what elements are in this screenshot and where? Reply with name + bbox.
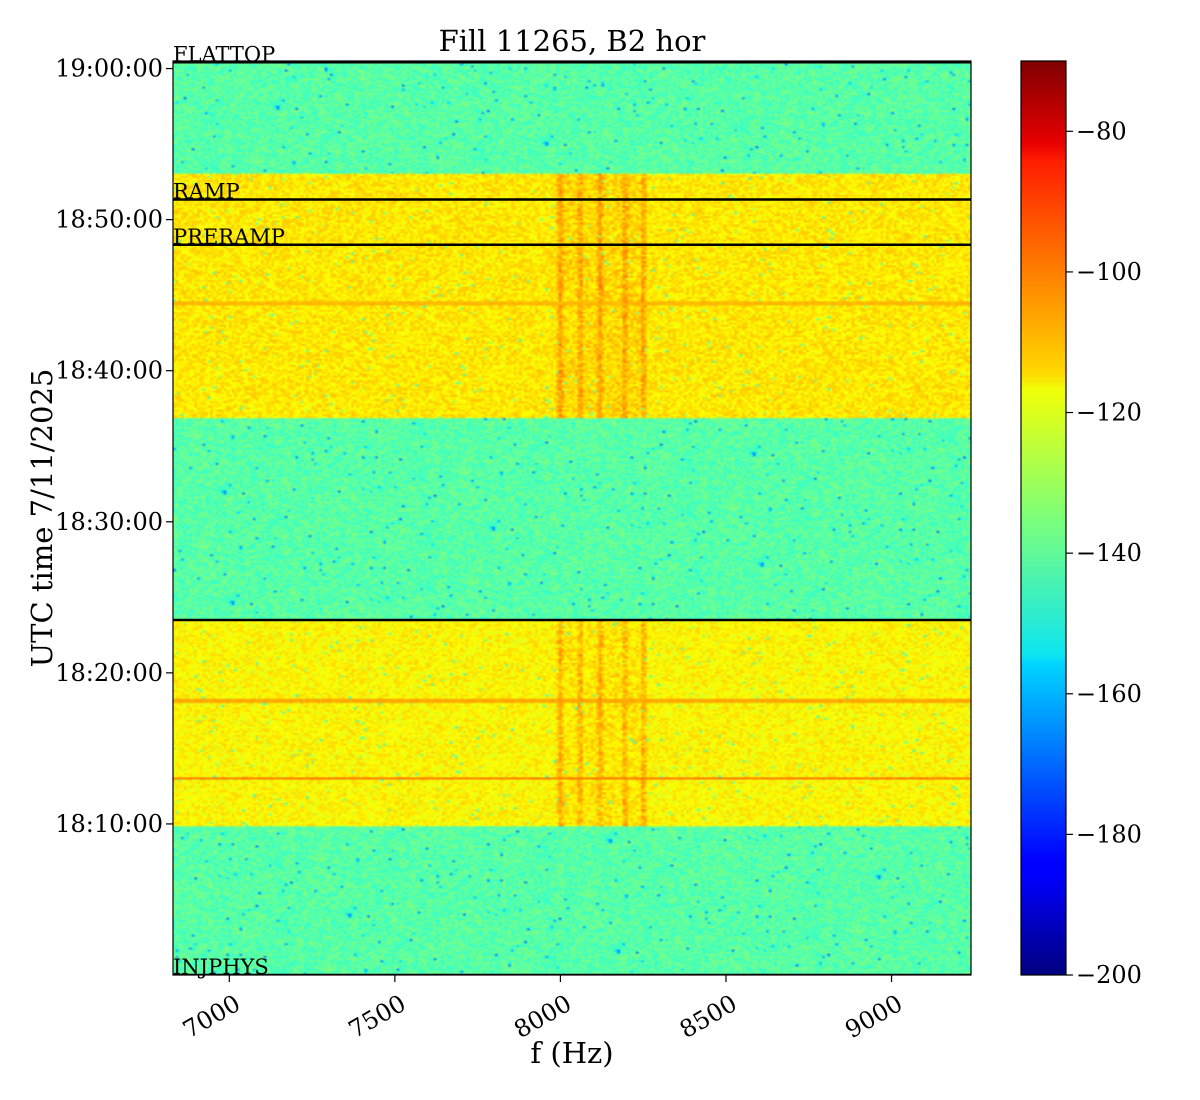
y-tick-label: 18:40:00 — [55, 357, 163, 385]
colorbar-gradient — [1020, 60, 1067, 976]
event-label: RAMP — [173, 179, 240, 203]
x-tick-label: 8500 — [675, 989, 742, 1044]
y-tick-label: 18:30:00 — [55, 508, 163, 536]
y-tick-label: 18:20:00 — [55, 659, 163, 687]
x-tick-label: 7000 — [178, 989, 245, 1044]
colorbar-tick-label: −160 — [1076, 680, 1142, 708]
event-label: INJPHYS — [173, 955, 269, 979]
plot-frame — [172, 60, 972, 976]
heatmap-image — [173, 61, 971, 975]
x-axis-label: f (Hz) — [530, 1036, 613, 1070]
x-tick-label: 7500 — [344, 989, 411, 1044]
colorbar-ticks: −80 −100 −120 −140 −160 −180 −200 — [1066, 117, 1142, 989]
colorbar-tick-label: −100 — [1076, 258, 1142, 286]
y-tick-label: 18:10:00 — [55, 810, 163, 838]
event-labels: FLATTOP RAMP PRERAMP INJPHYS — [173, 42, 285, 979]
heatmap-plot — [172, 60, 972, 976]
colorbar-tick-label: −180 — [1076, 820, 1142, 848]
y-tick-label: 19:00:00 — [55, 55, 163, 83]
y-axis-label: UTC time 7/11/2025 — [25, 369, 59, 668]
x-tick-label: 9000 — [840, 989, 907, 1044]
chart-title: Fill 11265, B2 hor — [439, 24, 706, 58]
colorbar-tick-label: −120 — [1076, 399, 1142, 427]
colorbar-tick-label: −200 — [1076, 961, 1142, 989]
event-label: FLATTOP — [173, 42, 275, 66]
event-label: PRERAMP — [173, 225, 285, 249]
y-axis: 18:10:00 18:20:00 18:30:00 18:40:00 18:50:00… — [55, 55, 173, 838]
colorbar-tick-label: −80 — [1076, 117, 1127, 145]
event-lines — [173, 61, 971, 975]
colorbar: −80 −100 −120 −140 −160 −180 −200 — [1020, 60, 1142, 989]
x-axis: 7000 7500 8000 8500 9000 — [178, 975, 907, 1044]
y-tick-label: 18:50:00 — [55, 206, 163, 234]
colorbar-tick-label: −140 — [1076, 539, 1142, 567]
